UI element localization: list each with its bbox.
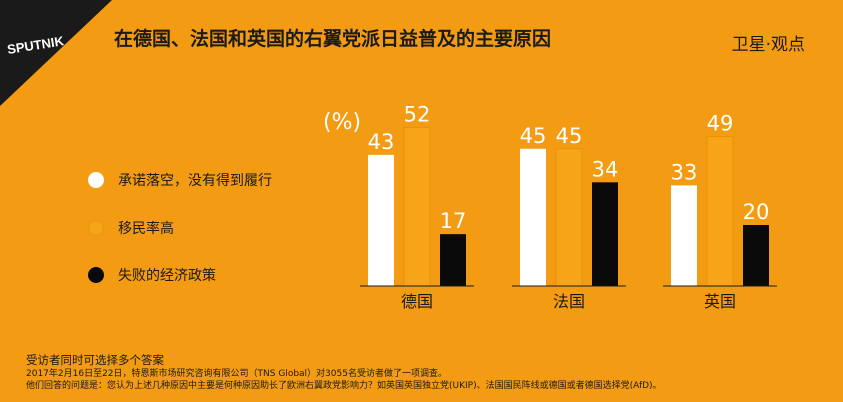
legend-item-economy: 失败的经济政策 [88, 265, 216, 285]
source-label: 卫星·观点 [731, 35, 805, 55]
sputnik-logo: SPUTNIK [0, 0, 112, 114]
page-title: 在德国、法国和英国的右翼党派日益普及的主要原因 [114, 28, 552, 50]
legend-swatch-orange [88, 220, 104, 236]
value-label-unfulfilled-2: 33 [671, 160, 698, 184]
legend-label: 移民率高 [118, 221, 174, 237]
value-label-immigration-2: 49 [707, 112, 734, 136]
bar-immigration-0 [403, 126, 431, 287]
footnote-question: 他们回答的问题是：您认为上述几种原因中主要是何种原因助长了欧洲右翼政党影响力？如… [26, 381, 662, 391]
bar-economy-2 [743, 225, 769, 286]
legend-label: 失败的经济政策 [118, 268, 216, 284]
legend-item-unfulfilled: 承诺落空，没有得到履行 [88, 170, 272, 190]
legend-item-immigration: 移民率高 [88, 218, 174, 238]
bar-economy-1 [592, 182, 618, 286]
logo-shape: SPUTNIK [0, 0, 112, 106]
unit-label: (%) [323, 110, 362, 135]
footnote-survey: 2017年2月16日至22日，特恩斯市场研究咨询有限公司（TNS Global）… [26, 369, 447, 379]
value-label-immigration-1: 45 [556, 124, 583, 148]
bar-immigration-2 [706, 136, 734, 287]
bar-unfulfilled-0 [368, 154, 394, 286]
category-label-1: 法国 [553, 292, 585, 311]
bar-economy-0 [440, 234, 466, 286]
bar-immigration-1 [555, 148, 583, 287]
value-label-economy-1: 34 [592, 157, 619, 181]
legend-label: 承诺落空，没有得到履行 [118, 173, 272, 189]
footnote-multiple-answers: 受访者同时可选择多个答案 [26, 353, 164, 367]
value-label-economy-2: 20 [743, 200, 770, 224]
bar-unfulfilled-2 [671, 185, 697, 286]
legend-swatch-white [88, 172, 104, 188]
value-label-economy-0: 17 [440, 209, 467, 233]
category-label-0: 德国 [401, 292, 433, 311]
bar-unfulfilled-1 [520, 148, 546, 286]
value-label-immigration-0: 52 [404, 102, 431, 126]
footnotes: 受访者同时可选择多个答案 2017年2月16日至22日，特恩斯市场研究咨询有限公… [26, 352, 662, 392]
legend-swatch-black [88, 267, 104, 283]
value-label-unfulfilled-1: 45 [520, 124, 547, 148]
category-label-2: 英国 [704, 292, 736, 311]
value-label-unfulfilled-0: 43 [368, 130, 395, 154]
